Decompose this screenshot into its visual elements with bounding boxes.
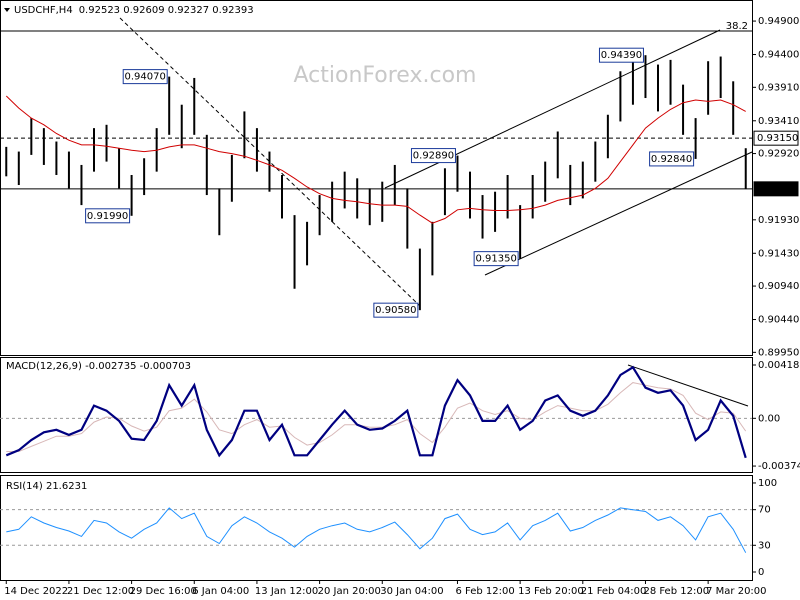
- price-tag: [753, 130, 799, 146]
- y-tick-label: 0.90940: [758, 281, 799, 292]
- macd-header: MACD(12,26,9) -0.002735 -0.000703: [6, 361, 191, 372]
- y-tick-label: 100: [758, 478, 777, 489]
- swing-label: 0.94390: [601, 50, 642, 61]
- x-tick-label: 21 Feb 04:00: [581, 586, 647, 597]
- y-tick-label: 0.91430: [758, 248, 799, 259]
- indicator-line: [6, 507, 747, 553]
- swing-label-box: [598, 47, 644, 63]
- x-tick-label: 29 Dec 16:00: [130, 586, 197, 597]
- y-tick-label: -0.003744: [758, 461, 800, 472]
- x-tick-label: 30 Jan 04:00: [380, 586, 443, 597]
- channel-lower: [484, 151, 753, 276]
- swing-label-box: [473, 251, 519, 267]
- price-tag: [753, 181, 799, 197]
- y-tick-label: 70: [758, 505, 771, 516]
- menu-icon: [4, 8, 10, 12]
- y-tick-label: 0.89950: [758, 347, 799, 358]
- macd-panel: [0, 357, 753, 473]
- y-tick-label: 0.00: [758, 413, 780, 424]
- x-tick-label: 6 Jan 04:00: [192, 586, 249, 597]
- x-tick-label: 21 Dec 12:00: [67, 586, 134, 597]
- rsi-header: RSI(14) 21.6231: [6, 481, 87, 492]
- indicator-line: [6, 382, 747, 452]
- ohlc-values: 0.92523 0.92609 0.92327 0.92393: [79, 5, 254, 16]
- x-tick-label: 20 Jan 20:00: [318, 586, 381, 597]
- y-tick-label: 0.92920: [758, 149, 799, 160]
- x-tick-label: 28 Feb 12:00: [643, 586, 709, 597]
- y-tick-label: 0.94400: [758, 50, 799, 61]
- moving-average: [5, 95, 746, 224]
- x-tick-label: 6 Feb 12:00: [455, 586, 514, 597]
- x-tick-label: 7 Mar 20:00: [706, 586, 766, 597]
- price-tag-label: 0.93150: [757, 133, 798, 144]
- y-tick-label: 0.91930: [758, 215, 799, 226]
- swing-label: 0.91350: [475, 254, 516, 265]
- y-tick-label: 0: [758, 567, 764, 578]
- x-tick-label: 14 Dec 2022: [4, 586, 68, 597]
- indicator-line: [5, 365, 747, 459]
- y-tick-label: 0.90440: [758, 315, 799, 326]
- y-tick-label: 30: [758, 540, 771, 551]
- swing-label: 0.90580: [375, 305, 416, 316]
- y-tick-label: 0.93410: [758, 116, 799, 127]
- swing-label: 0.92840: [651, 154, 692, 165]
- watermark: ActionForex.com: [294, 63, 477, 88]
- swing-label: 0.91990: [87, 211, 128, 222]
- macd-trend-line: [627, 364, 749, 407]
- x-tick-label: 13 Jan 12:00: [255, 586, 318, 597]
- x-tick-label: 13 Feb 20:00: [518, 586, 584, 597]
- symbol: USDCHF,H4: [14, 5, 73, 16]
- swing-label-box: [410, 148, 456, 164]
- swing-label-box: [649, 151, 695, 167]
- price-tag-label: 0.92393: [757, 184, 798, 195]
- swing-label-box: [373, 302, 419, 318]
- swing-label: 0.94070: [125, 72, 166, 83]
- swing-label-box: [122, 69, 168, 85]
- swing-label: 0.92890: [413, 151, 454, 162]
- y-tick-label: 0.00418: [758, 360, 799, 371]
- price-header: USDCHF,H4 0.92523 0.92609 0.92327 0.92393: [14, 5, 254, 16]
- rsi-panel: [0, 475, 753, 581]
- y-tick-label: 0.93910: [758, 82, 799, 93]
- trend-line: [119, 17, 421, 307]
- price-panel: [0, 0, 753, 356]
- y-tick-label: 0.94900: [758, 16, 799, 27]
- fib-label: 38.2: [726, 21, 748, 32]
- swing-label-box: [85, 208, 131, 224]
